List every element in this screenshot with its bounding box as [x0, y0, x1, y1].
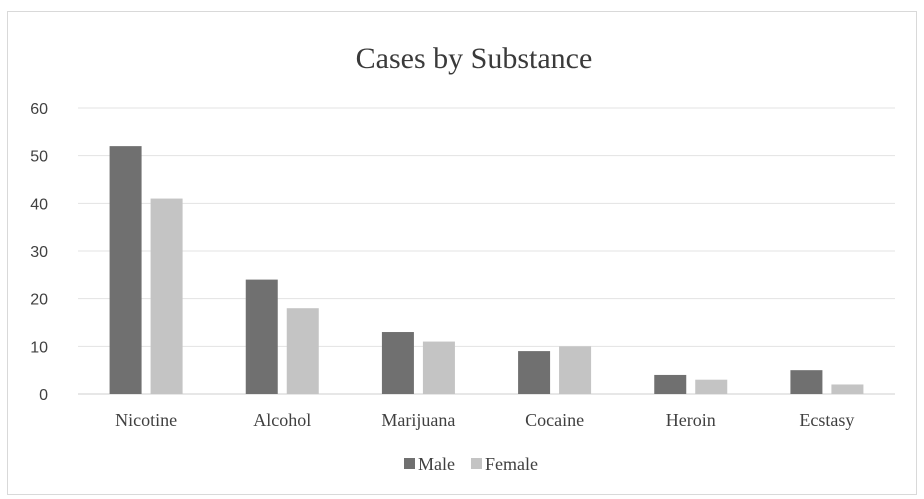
gridlines — [78, 107, 895, 395]
x-category-label: Cocaine — [525, 410, 584, 430]
y-tick-label: 40 — [30, 196, 48, 213]
y-axis-ticks: 0 10 20 30 40 50 60 — [30, 101, 48, 404]
bar-male-ecstasy — [790, 370, 823, 394]
y-tick-label: 50 — [30, 149, 48, 166]
legend-label-male: Male — [418, 454, 455, 474]
x-category-label: Marijuana — [381, 410, 455, 430]
x-category-label: Alcohol — [253, 410, 311, 430]
x-category-label: Ecstasy — [799, 410, 854, 430]
chart-title: Cases by Substance — [356, 42, 593, 75]
x-category-label: Nicotine — [115, 410, 177, 430]
bars — [109, 146, 864, 394]
bar-male-nicotine — [109, 146, 142, 394]
legend-swatch-male — [404, 458, 415, 469]
y-tick-label: 30 — [30, 244, 48, 261]
bar-male-heroin — [654, 374, 687, 394]
x-category-label: Heroin — [666, 410, 716, 430]
bar-female-marijuana — [422, 341, 455, 394]
legend-swatch-female — [470, 458, 482, 469]
bar-female-ecstasy — [831, 384, 864, 394]
bar-male-cocaine — [518, 351, 551, 394]
y-tick-label: 60 — [30, 101, 48, 118]
y-tick-label: 20 — [30, 292, 48, 309]
bar-female-cocaine — [559, 346, 592, 394]
bar-female-alcohol — [286, 308, 319, 394]
legend-label-female: Female — [485, 454, 538, 474]
y-tick-label: 0 — [39, 387, 48, 404]
bar-female-heroin — [695, 379, 728, 394]
bar-male-marijuana — [381, 332, 414, 394]
bar-male-alcohol — [245, 279, 278, 394]
y-tick-label: 10 — [30, 339, 48, 356]
x-axis-categories: Nicotine Alcohol Marijuana Cocaine Heroin Ecs… — [115, 410, 854, 430]
bar-female-nicotine — [150, 198, 183, 394]
legend: Male Female — [404, 454, 538, 474]
